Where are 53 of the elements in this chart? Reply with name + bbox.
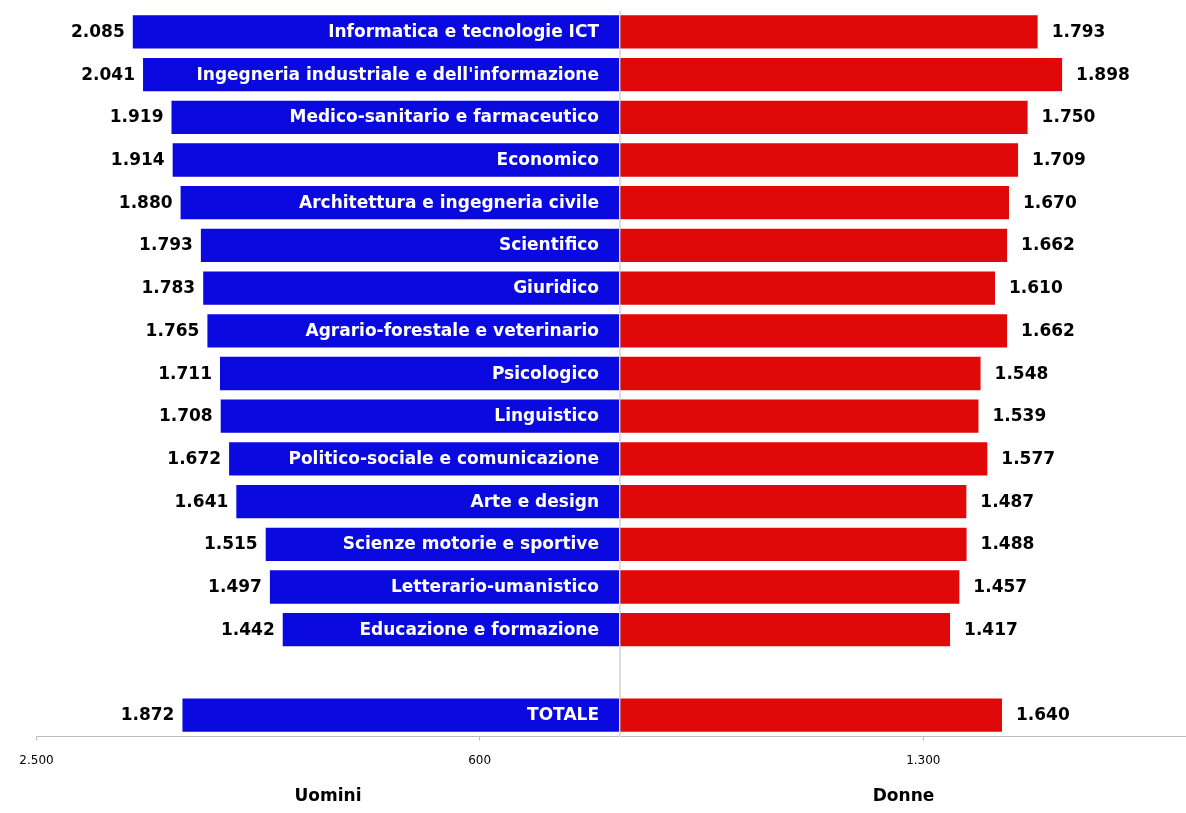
y-tick-label: Psicologico xyxy=(491,362,599,383)
data-label: 1.641 xyxy=(174,490,229,511)
data-label: 1.914 xyxy=(110,149,165,170)
data-label: 1.750 xyxy=(1041,106,1096,127)
data-label: 2.041 xyxy=(81,63,136,84)
y-tick-label: TOTALE xyxy=(527,704,599,725)
y-tick-label: Informatica e tecnologie ICT xyxy=(328,20,600,41)
data-label: 1.793 xyxy=(139,234,193,255)
y-tick-label: Economico xyxy=(496,149,599,170)
data-label: 1.662 xyxy=(1021,234,1075,255)
y-tick-label: Giuridico xyxy=(513,277,599,298)
data-label: 1.577 xyxy=(1001,447,1056,468)
data-label: 1.709 xyxy=(1032,149,1086,170)
y-tick-label: Educazione e formazione xyxy=(359,618,599,639)
x-tick-label: 600 xyxy=(468,752,492,767)
y-tick-label: Architettura e ingegneria civile xyxy=(299,191,599,212)
data-label: 1.898 xyxy=(1076,63,1130,84)
data-label: 1.610 xyxy=(1009,277,1063,298)
y-tick-label: Linguistico xyxy=(494,405,599,426)
data-label: 1.670 xyxy=(1022,191,1077,212)
data-label: 1.417 xyxy=(964,618,1018,639)
data-label: 1.548 xyxy=(994,362,1049,383)
x-tick-label: 2.500 xyxy=(19,752,54,767)
data-label: 1.672 xyxy=(167,447,222,468)
y-tick-label: Ingegneria industriale e dell'informazione xyxy=(196,63,599,84)
data-label: 1.783 xyxy=(141,277,196,298)
data-label: 1.442 xyxy=(220,618,275,639)
y-tick-label: Medico-sanitario e farmaceutico xyxy=(289,106,599,127)
data-label: 1.640 xyxy=(1015,704,1070,725)
data-label: 1.497 xyxy=(208,575,262,596)
data-label: 1.919 xyxy=(109,106,164,127)
data-label: 2.085 xyxy=(71,20,125,41)
y-tick-label: Agrario-forestale e veterinario xyxy=(305,319,599,340)
data-label: 1.711 xyxy=(158,362,212,383)
x-axis-title: Uomini xyxy=(294,784,362,805)
y-tick-label: Arte e design xyxy=(470,490,599,511)
data-label: 1.515 xyxy=(203,533,258,554)
data-label: 1.793 xyxy=(1051,20,1106,41)
y-tick-label: Politico-sociale e comunicazione xyxy=(288,447,599,468)
data-label: 1.765 xyxy=(145,319,200,340)
data-label: 1.872 xyxy=(120,704,175,725)
data-label: 1.539 xyxy=(992,405,1047,426)
data-label: 1.880 xyxy=(118,191,173,212)
data-label: 1.708 xyxy=(158,405,213,426)
data-label: 1.488 xyxy=(980,533,1035,554)
x-tick-label: 1.300 xyxy=(906,752,941,767)
data-label: 1.662 xyxy=(1021,319,1075,340)
y-tick-label: Scienze motorie e sportive xyxy=(342,533,599,554)
x-axis-title: Donne xyxy=(872,784,935,805)
y-tick-label: Letterario-umanistico xyxy=(391,575,599,596)
data-label: 1.457 xyxy=(973,575,1028,596)
data-label: 1.487 xyxy=(980,490,1035,511)
y-tick-label: Scientifico xyxy=(498,234,599,255)
